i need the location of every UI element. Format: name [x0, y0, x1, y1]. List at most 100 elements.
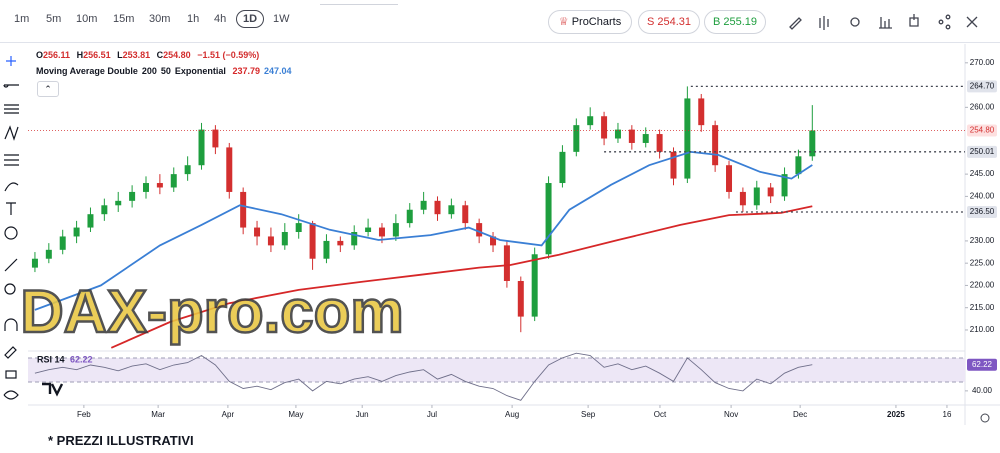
candle-body [739, 191, 746, 206]
candle-body [684, 98, 691, 179]
visibility-tool[interactable] [3, 390, 19, 400]
candle-body [240, 191, 247, 228]
chart-type-icon[interactable] [879, 17, 892, 29]
ma-period: 50 [160, 66, 171, 76]
price-label-box [967, 124, 997, 137]
pattern-tool[interactable] [4, 125, 19, 141]
candle-body [601, 116, 608, 139]
ma-period: 200 [141, 66, 157, 76]
y-tick-label: 210.00 [970, 325, 995, 334]
toolbar-icons [789, 14, 978, 30]
ohlc-item: L253.81 [117, 50, 150, 60]
candle-body [767, 187, 774, 197]
save-icon[interactable] [909, 14, 919, 27]
ohlc-key: H [76, 50, 84, 60]
procharts-button[interactable]: ♕ ProCharts [548, 10, 632, 34]
moving-average [34, 150, 813, 311]
candle-body [531, 254, 538, 317]
candle-body [712, 125, 719, 166]
ohlc-value: 254.80 [163, 50, 191, 60]
zoom-tool[interactable] [4, 283, 16, 295]
rsi-line [34, 352, 813, 401]
candle-body [170, 174, 177, 188]
candle-body [31, 258, 38, 268]
ohlc-value: 256.51 [83, 50, 111, 60]
x-tick-label: Oct [654, 410, 667, 419]
draw-icon[interactable] [789, 17, 802, 30]
line-tool[interactable] [3, 84, 19, 88]
ruler-tool[interactable] [4, 258, 18, 272]
candle-body [587, 116, 594, 126]
rsi-value: 62.22 [70, 354, 93, 364]
magnet-tool[interactable] [4, 318, 18, 331]
timeframe[interactable]: 4h [214, 13, 227, 25]
text-tool[interactable] [6, 202, 16, 215]
candle-body [545, 183, 552, 255]
share-icon[interactable] [938, 19, 944, 25]
price-label: 236.50 [970, 207, 995, 216]
candle-body [87, 214, 94, 228]
timeframe[interactable]: 30m [149, 13, 171, 25]
ohlc-value: 253.81 [122, 50, 151, 60]
timeframe[interactable]: 1W [273, 13, 290, 25]
x-tick-label: Aug [505, 410, 519, 419]
watermark: DAX-pro.com [20, 278, 403, 345]
candle-body [309, 223, 316, 259]
ohlc-item: C254.80 [157, 50, 191, 60]
candle-body [198, 129, 205, 166]
candle-body [337, 240, 344, 246]
rsi-band [28, 358, 965, 382]
timeframe[interactable]: 1h [187, 13, 200, 25]
x-tick-label: 2025 [887, 410, 905, 419]
ohlc-key: L [117, 50, 123, 60]
candle-body [184, 165, 191, 175]
price-label: 250.01 [970, 147, 995, 156]
timeframe[interactable]: 1m [14, 13, 30, 25]
close-icon[interactable] [966, 16, 978, 28]
divider [320, 0, 398, 5]
x-tick-label: Jun [356, 410, 369, 419]
candle-body [129, 191, 136, 201]
timeframe[interactable]: 1D [236, 10, 265, 28]
collapse-button[interactable]: ⌃ [37, 81, 59, 97]
x-tick-label: Feb [77, 410, 91, 419]
price-label: 62.22 [972, 360, 993, 369]
brush-tool[interactable] [4, 182, 19, 192]
timeframe[interactable]: 5m [46, 13, 62, 25]
ohlc-header: O256.11 H256.51 L253.81 C254.80 −1.51 (−… [36, 50, 259, 60]
emoji-tool[interactable] [4, 226, 18, 240]
timeframe[interactable]: 15m [113, 13, 135, 25]
x-tick-label: Jul [427, 410, 437, 419]
fib-tool[interactable] [4, 154, 19, 166]
buy-button[interactable]: B 255.19 [704, 10, 766, 34]
y-tick-label: 240.00 [970, 191, 995, 200]
candle-body [656, 134, 663, 152]
lock-tool[interactable] [5, 370, 17, 379]
lock-draw-tool[interactable] [4, 346, 17, 359]
sell-button[interactable]: S 254.31 [638, 10, 700, 34]
timeframe[interactable]: 10m [76, 13, 98, 25]
channel-tool[interactable] [4, 104, 19, 114]
candle-body [628, 129, 635, 143]
price-label: 254.80 [970, 126, 995, 135]
x-tick-label: May [288, 410, 303, 419]
candle-body [226, 147, 233, 192]
price-label-box [967, 80, 997, 93]
indicator-icon[interactable] [819, 16, 829, 30]
candle-body [115, 200, 122, 206]
axis-settings[interactable] [980, 413, 990, 423]
candle-body [517, 280, 524, 317]
settings-icon[interactable] [850, 17, 860, 27]
y-tick-label: 270.00 [970, 58, 995, 67]
crosshair-tool[interactable] [6, 56, 16, 66]
procharts-label: ProCharts [571, 16, 622, 28]
moving-average [110, 205, 813, 349]
drawing-toolbar [3, 56, 19, 400]
ohlc-item: O256.11 [36, 50, 70, 60]
candle-body [726, 165, 733, 192]
candle-body [45, 249, 52, 259]
candle-body [73, 227, 80, 237]
price-label-box [967, 145, 997, 158]
